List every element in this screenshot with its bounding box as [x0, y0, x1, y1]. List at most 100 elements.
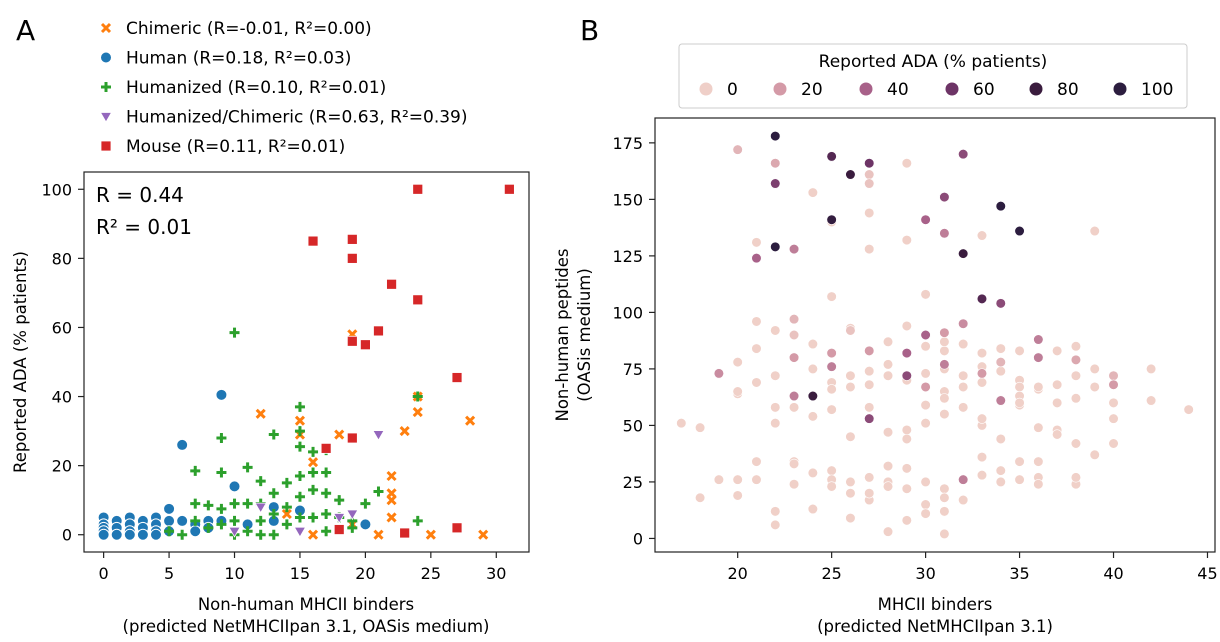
data-point-+	[334, 495, 345, 506]
data-point-v	[372, 430, 385, 441]
data-point	[770, 241, 781, 252]
data-point	[807, 411, 818, 422]
data-point	[751, 474, 762, 485]
data-point-s	[346, 233, 358, 245]
y-tick-label: 25	[623, 473, 643, 492]
data-point	[995, 343, 1006, 354]
data-point	[845, 476, 856, 488]
y-tick-label: 125	[612, 247, 643, 266]
data-point	[882, 370, 894, 381]
data-point-+	[294, 441, 305, 452]
data-point	[1033, 456, 1044, 467]
data-point	[1089, 449, 1100, 460]
legend-b-frame	[678, 43, 1188, 109]
data-point-+	[294, 471, 305, 481]
data-point	[770, 506, 781, 517]
data-point	[958, 494, 969, 506]
data-point-+	[268, 509, 279, 519]
data-point	[1052, 379, 1063, 390]
data-point-o	[215, 388, 228, 401]
data-point	[920, 476, 931, 488]
data-point-x	[386, 495, 397, 506]
data-point	[920, 508, 931, 519]
data-point	[1014, 397, 1025, 408]
data-point-o	[149, 528, 162, 541]
data-point	[958, 318, 969, 329]
data-point	[751, 316, 762, 327]
data-point	[995, 298, 1006, 309]
data-point-x	[334, 429, 345, 440]
legend-panel-a: Chimeric (R=-0.01, R²=0.00) Human (R=0.18…	[99, 19, 468, 157]
legend-entry-label: Human (R=0.18, R²=0.03)	[126, 49, 351, 69]
legend-marker	[100, 51, 112, 64]
data-point-x	[307, 529, 319, 540]
data-point	[732, 386, 743, 397]
data-point-+	[281, 477, 292, 488]
data-point-x	[386, 470, 397, 482]
data-point-+	[373, 486, 384, 497]
data-point	[713, 474, 724, 485]
data-point-+	[203, 500, 214, 511]
data-point-x	[412, 407, 423, 418]
data-point-s	[307, 235, 319, 247]
data-point	[826, 404, 837, 415]
data-point	[920, 499, 931, 510]
data-point-o	[123, 528, 136, 541]
data-point-x	[294, 415, 306, 426]
data-point	[882, 359, 894, 370]
data-point	[995, 476, 1006, 488]
legend-marker	[773, 82, 787, 96]
data-point-s	[346, 432, 358, 444]
data-point-+	[242, 526, 253, 537]
data-point	[826, 347, 837, 359]
data-point	[713, 368, 724, 379]
y-tick-label: 80	[52, 249, 72, 268]
x-tick-label: 20	[355, 564, 375, 583]
data-point	[845, 370, 856, 381]
x-tick-label: 25	[421, 564, 441, 583]
y-tick-label: 40	[52, 388, 72, 407]
data-point-+	[294, 512, 305, 523]
data-point-+	[294, 401, 305, 412]
y-tick-label: 20	[52, 457, 72, 476]
data-point	[882, 481, 894, 492]
data-point-+	[281, 519, 292, 530]
data-point	[976, 451, 988, 463]
data-point-x	[255, 408, 266, 419]
legend-entry-label: 80	[1057, 80, 1079, 100]
data-point	[770, 519, 781, 530]
data-point	[939, 393, 950, 404]
data-point-o	[163, 502, 176, 515]
data-point	[788, 479, 800, 490]
data-point	[1014, 456, 1025, 467]
plot-b-frame	[654, 117, 1216, 553]
data-point-x	[307, 457, 319, 468]
data-point-+	[229, 515, 240, 526]
data-point-s	[451, 522, 463, 534]
data-point-o	[228, 480, 241, 493]
x-axis-label-b: MHCII binders	[878, 595, 993, 614]
data-point	[995, 433, 1006, 445]
data-point	[826, 481, 837, 492]
data-point-o	[110, 528, 123, 541]
data-point	[864, 472, 875, 483]
data-point-+	[268, 429, 279, 440]
data-point	[1033, 352, 1044, 363]
data-point-+	[229, 498, 240, 509]
data-point	[1052, 397, 1063, 408]
data-point-+	[164, 526, 175, 537]
data-point	[901, 433, 912, 445]
x-tick-label: 40	[1103, 564, 1123, 583]
legend-panel-b: Reported ADA (% patients) 0 20 40 60 80 100	[678, 43, 1188, 109]
data-point-+	[281, 502, 292, 513]
data-point	[920, 368, 931, 379]
data-point-x	[425, 529, 436, 540]
legend-entry-label: Mouse (R=0.11, R²=0.01)	[126, 137, 345, 157]
data-point-+	[360, 498, 371, 509]
data-point-s	[333, 524, 345, 535]
data-point	[1146, 395, 1157, 406]
data-point-+	[216, 467, 227, 478]
data-point-s	[451, 372, 463, 383]
data-point	[976, 230, 988, 241]
data-point-v	[228, 526, 241, 538]
